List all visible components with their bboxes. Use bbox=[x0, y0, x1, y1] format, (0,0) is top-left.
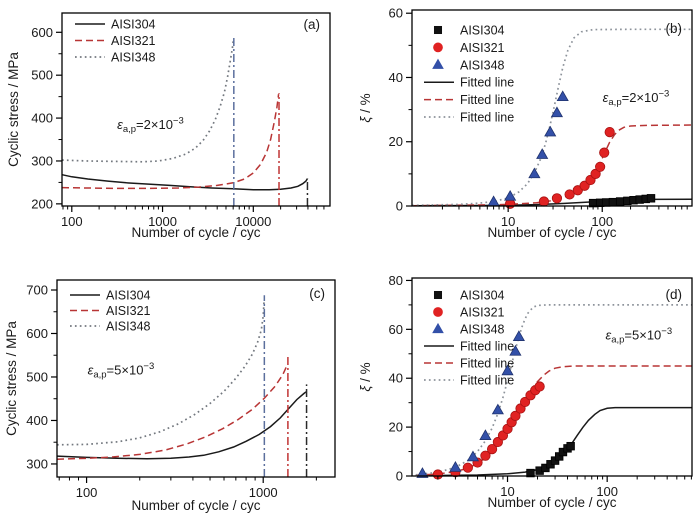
svg-text:(c): (c) bbox=[309, 286, 325, 301]
svg-text:500: 500 bbox=[26, 369, 48, 384]
svg-text:700: 700 bbox=[26, 283, 48, 298]
svg-text:0: 0 bbox=[396, 469, 403, 484]
svg-text:400: 400 bbox=[26, 413, 48, 428]
svg-text:600: 600 bbox=[26, 326, 48, 341]
svg-text:Cyclic stress / MPa: Cyclic stress / MPa bbox=[6, 52, 21, 167]
svg-text:300: 300 bbox=[26, 456, 48, 471]
svg-text:10: 10 bbox=[500, 484, 514, 499]
svg-text:AISI348: AISI348 bbox=[111, 51, 156, 65]
svg-text:AISI348: AISI348 bbox=[460, 323, 505, 337]
svg-text:1000: 1000 bbox=[148, 214, 177, 229]
svg-text:Fitted line: Fitted line bbox=[460, 76, 514, 90]
svg-text:Fitted line: Fitted line bbox=[460, 374, 514, 388]
svg-text:AISI321: AISI321 bbox=[106, 304, 151, 318]
svg-text:80: 80 bbox=[389, 273, 403, 288]
svg-text:AISI348: AISI348 bbox=[460, 58, 505, 72]
subplot-a-plot: 100 1000 10000 200 300 400 500 600 Number of cyc… bbox=[6, 12, 331, 240]
svg-text:εa,p=2×10−3: εa,p=2×10−3 bbox=[603, 89, 670, 109]
svg-text:Number of cycle / cyc: Number of cycle / cyc bbox=[487, 225, 616, 240]
svg-text:ξ / %: ξ / % bbox=[358, 93, 373, 122]
svg-text:Fitted line: Fitted line bbox=[460, 111, 514, 125]
subplot-c: 100 1000 300 400 500 600 700 Number of cycle / … bbox=[0, 265, 350, 531]
svg-text:Number of cycle / cyc: Number of cycle / cyc bbox=[131, 225, 260, 240]
subplot-a: 100 1000 10000 200 300 400 500 600 Number of cyc… bbox=[0, 0, 350, 266]
svg-text:400: 400 bbox=[31, 111, 53, 126]
svg-text:20: 20 bbox=[389, 134, 403, 149]
svg-text:AISI348: AISI348 bbox=[106, 320, 151, 334]
svg-text:100: 100 bbox=[61, 214, 83, 229]
svg-text:(a): (a) bbox=[304, 17, 321, 32]
svg-text:10: 10 bbox=[501, 214, 515, 229]
svg-text:200: 200 bbox=[31, 196, 53, 211]
subplot-b: 10 100 0 20 40 60 Number of cycle / cyc ξ / % AI… bbox=[350, 0, 700, 266]
svg-text:500: 500 bbox=[31, 68, 53, 83]
svg-text:εa,p=2×10−3: εa,p=2×10−3 bbox=[117, 115, 184, 135]
svg-text:AISI321: AISI321 bbox=[460, 306, 505, 320]
svg-text:AISI304: AISI304 bbox=[460, 289, 505, 303]
svg-text:AISI304: AISI304 bbox=[111, 18, 156, 32]
svg-text:Cyclic stress / MPa: Cyclic stress / MPa bbox=[4, 321, 19, 436]
svg-text:40: 40 bbox=[389, 371, 403, 386]
subplot-d-plot: 10 100 0 20 40 60 80 Number of cycle / cyc ξ / %… bbox=[358, 273, 693, 510]
svg-text:(b): (b) bbox=[666, 21, 683, 36]
svg-text:100: 100 bbox=[596, 484, 618, 499]
svg-text:εa,p=5×10−3: εa,p=5×10−3 bbox=[88, 361, 155, 381]
subplot-d: 10 100 0 20 40 60 80 Number of cycle / cyc ξ / %… bbox=[350, 265, 700, 531]
svg-text:AISI321: AISI321 bbox=[111, 34, 156, 48]
svg-text:εa,p=5×10−3: εa,p=5×10−3 bbox=[605, 326, 672, 346]
subplot-c-plot: 100 1000 300 400 500 600 700 Number of cycle / … bbox=[4, 279, 336, 513]
svg-text:AISI321: AISI321 bbox=[460, 41, 505, 55]
svg-text:10000: 10000 bbox=[235, 214, 271, 229]
svg-text:60: 60 bbox=[389, 322, 403, 337]
svg-text:600: 600 bbox=[31, 25, 53, 40]
svg-text:ξ / %: ξ / % bbox=[358, 362, 373, 391]
svg-text:100: 100 bbox=[76, 485, 98, 500]
svg-text:AISI304: AISI304 bbox=[460, 24, 505, 38]
svg-text:300: 300 bbox=[31, 153, 53, 168]
svg-text:Fitted line: Fitted line bbox=[460, 357, 514, 371]
svg-text:0: 0 bbox=[396, 199, 403, 214]
svg-text:AISI304: AISI304 bbox=[106, 289, 151, 303]
svg-text:Number of cycle / cyc: Number of cycle / cyc bbox=[131, 498, 260, 513]
svg-text:60: 60 bbox=[389, 6, 403, 21]
svg-text:1000: 1000 bbox=[249, 485, 278, 500]
svg-text:20: 20 bbox=[389, 420, 403, 435]
subplot-b-plot: 10 100 0 20 40 60 Number of cycle / cyc ξ / % AI… bbox=[358, 6, 693, 240]
svg-text:Fitted line: Fitted line bbox=[460, 93, 514, 107]
svg-text:Fitted line: Fitted line bbox=[460, 340, 514, 354]
svg-text:40: 40 bbox=[389, 70, 403, 85]
svg-text:(d): (d) bbox=[666, 287, 683, 302]
svg-text:Number of cycle / cyc: Number of cycle / cyc bbox=[487, 495, 616, 510]
svg-text:100: 100 bbox=[591, 214, 613, 229]
